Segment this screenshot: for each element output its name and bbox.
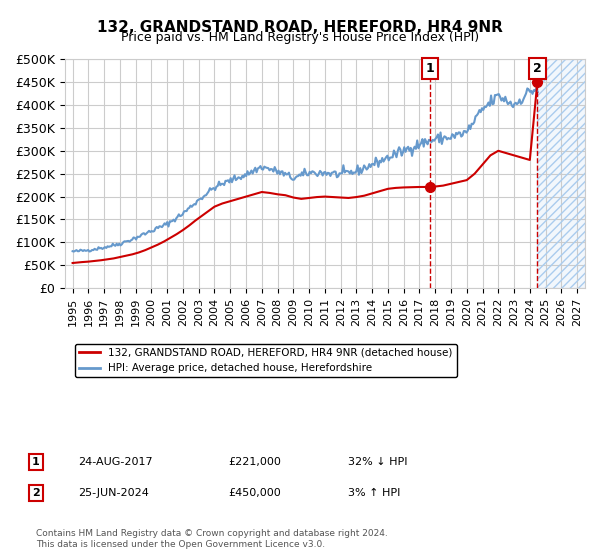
Text: 25-JUN-2024: 25-JUN-2024: [78, 488, 149, 498]
Bar: [538, 59, 585, 288]
Text: Price paid vs. HM Land Registry's House Price Index (HPI): Price paid vs. HM Land Registry's House …: [121, 31, 479, 44]
Text: 132, GRANDSTAND ROAD, HEREFORD, HR4 9NR: 132, GRANDSTAND ROAD, HEREFORD, HR4 9NR: [97, 20, 503, 35]
Text: 24-AUG-2017: 24-AUG-2017: [78, 457, 152, 467]
Text: Contains HM Land Registry data © Crown copyright and database right 2024.
This d: Contains HM Land Registry data © Crown c…: [36, 529, 388, 549]
Bar: [538, 59, 585, 288]
Text: 32% ↓ HPI: 32% ↓ HPI: [348, 457, 407, 467]
Text: 1: 1: [32, 457, 40, 467]
Text: 3% ↑ HPI: 3% ↑ HPI: [348, 488, 400, 498]
Text: 1: 1: [425, 62, 434, 75]
Legend: 132, GRANDSTAND ROAD, HEREFORD, HR4 9NR (detached house), HPI: Average price, de: 132, GRANDSTAND ROAD, HEREFORD, HR4 9NR …: [75, 344, 457, 377]
Text: 2: 2: [533, 62, 542, 75]
Text: £450,000: £450,000: [228, 488, 281, 498]
Text: 2: 2: [32, 488, 40, 498]
Text: £221,000: £221,000: [228, 457, 281, 467]
